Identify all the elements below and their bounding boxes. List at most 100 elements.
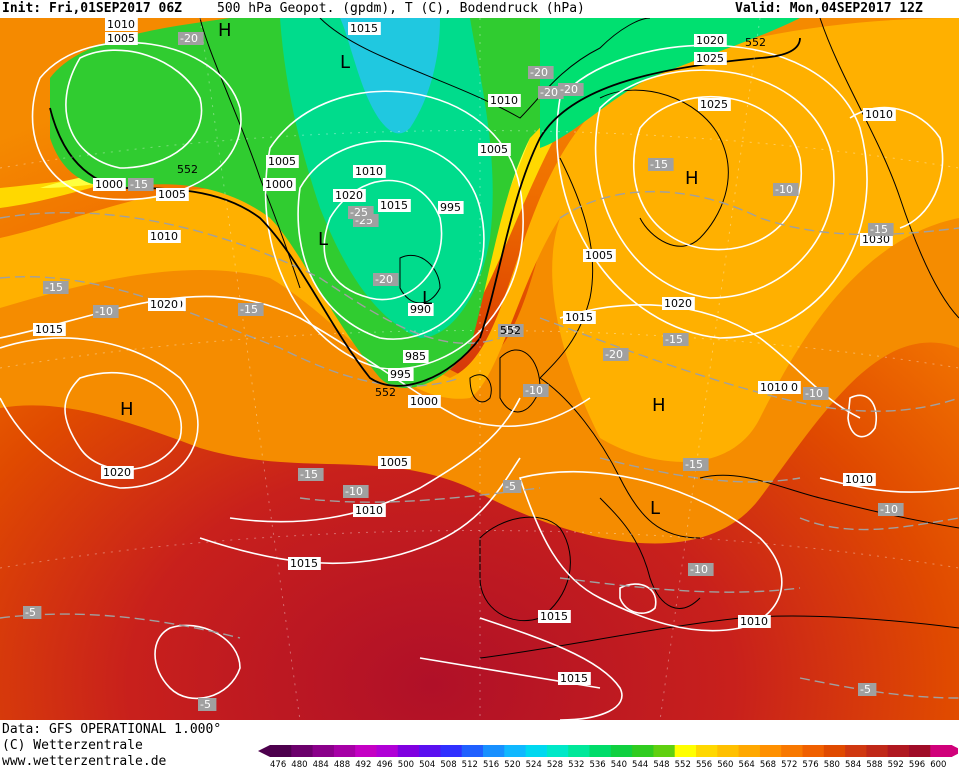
svg-text:552: 552	[375, 386, 396, 399]
pressure-label: 1010	[353, 165, 386, 178]
pressure-label: 990	[408, 303, 434, 316]
svg-text:1020: 1020	[696, 34, 724, 47]
map-header: Init: Fri,01SEP2017 06Z 500 hPa Geopot. …	[0, 0, 959, 18]
website-link[interactable]: www.wetterzentrale.de	[2, 754, 167, 769]
svg-text:-15: -15	[650, 158, 668, 171]
pressure-label: 1000	[408, 395, 441, 408]
svg-text:1010: 1010	[150, 230, 178, 243]
legend-swatch	[568, 745, 590, 757]
svg-text:-5: -5	[200, 698, 211, 711]
svg-text:H: H	[218, 20, 232, 41]
pressure-label: 1015	[538, 610, 571, 623]
legend-value-label: 484	[312, 760, 329, 770]
svg-text:1015: 1015	[290, 557, 318, 570]
legend-value-label: 564	[738, 760, 755, 770]
pressure-label: 1010	[843, 473, 876, 486]
svg-text:990: 990	[410, 303, 431, 316]
svg-text:552: 552	[500, 324, 521, 337]
svg-text:L: L	[650, 498, 660, 519]
svg-text:1010: 1010	[865, 108, 893, 121]
pressure-label: 1020	[101, 466, 134, 479]
svg-text:1010: 1010	[760, 381, 788, 394]
legend-swatch	[823, 745, 846, 757]
pressure-label: 1015	[288, 557, 321, 570]
color-scale-legend	[258, 745, 958, 757]
svg-text:1015: 1015	[560, 672, 588, 685]
temperature-label: -5	[858, 683, 877, 696]
svg-text:-15: -15	[45, 281, 63, 294]
high-pressure-center: H	[685, 168, 699, 189]
legend-swatch	[717, 745, 740, 757]
temperature-label: -10	[343, 485, 369, 498]
pressure-label: 1015	[563, 311, 596, 324]
legend-swatch	[270, 745, 292, 757]
svg-text:1005: 1005	[380, 456, 408, 469]
temperature-label: -20	[528, 66, 554, 79]
pressure-label: 1015	[378, 199, 411, 212]
svg-text:-10: -10	[805, 387, 823, 400]
geopotential-label: 552	[177, 163, 198, 176]
svg-text:1020: 1020	[335, 189, 363, 202]
legend-swatch	[909, 745, 931, 757]
svg-text:552: 552	[177, 163, 198, 176]
graticule	[0, 18, 959, 720]
pressure-label: 1005	[266, 155, 299, 168]
legend-swatch	[483, 745, 505, 757]
svg-text:-10: -10	[345, 485, 363, 498]
pressure-label: 995	[438, 201, 464, 214]
svg-text:L: L	[318, 229, 328, 250]
init-time-label: Init: Fri,01SEP2017 06Z	[2, 1, 183, 16]
pressure-label: 1015	[348, 22, 381, 35]
legend-value-label: 540	[610, 760, 627, 770]
svg-text:L: L	[422, 288, 432, 309]
svg-text:-15: -15	[300, 468, 318, 481]
legend-value-label: 568	[759, 760, 777, 770]
legend-value-label: 600	[930, 760, 947, 770]
legend-swatch	[461, 745, 484, 757]
temperature-label: -15	[43, 281, 69, 294]
legend-swatch	[376, 745, 399, 757]
temperature-label: -15	[648, 158, 674, 171]
svg-text:1015: 1015	[380, 199, 408, 212]
temperature-label: -25	[348, 206, 374, 219]
svg-text:552: 552	[745, 36, 766, 49]
legend-value-label: 584	[845, 760, 862, 770]
pressure-label: 985	[403, 350, 429, 363]
pressure-label: 1010	[148, 230, 181, 243]
legend-value-label: 556	[695, 760, 713, 770]
pressure-label: 1020	[333, 189, 366, 202]
temperature-label: -15	[663, 333, 689, 346]
pressure-label: 1025	[698, 98, 731, 111]
svg-text:995: 995	[440, 201, 461, 214]
legend-swatch	[696, 745, 718, 757]
temperature-label: -10	[773, 183, 799, 196]
legend-value-label: 488	[333, 760, 351, 770]
svg-text:1005: 1005	[585, 249, 613, 262]
svg-text:1015: 1015	[565, 311, 593, 324]
map-footer: Data: GFS OPERATIONAL 1.000° (C) Wetterz…	[0, 720, 959, 770]
svg-text:1005: 1005	[107, 32, 135, 45]
temperature-label: -5	[23, 606, 42, 619]
pressure-label: 1020	[662, 297, 695, 310]
legend-value-label: 580	[823, 760, 840, 770]
svg-text:1010: 1010	[490, 94, 518, 107]
svg-text:1025: 1025	[696, 52, 724, 65]
legend-arrow-right	[951, 745, 958, 757]
legend-value-label: 516	[482, 760, 500, 770]
pressure-label: 1005	[583, 249, 616, 262]
pressure-label: 1010	[105, 18, 138, 31]
pressure-label: 1005	[105, 32, 138, 45]
legend-swatch	[930, 745, 953, 757]
legend-swatch	[546, 745, 569, 757]
svg-text:1015: 1015	[540, 610, 568, 623]
svg-text:H: H	[652, 395, 666, 416]
legend-swatch	[291, 745, 314, 757]
temperature-label: -20	[603, 348, 629, 361]
legend-swatch	[887, 745, 910, 757]
svg-text:-5: -5	[25, 606, 36, 619]
svg-text:1010: 1010	[355, 504, 383, 517]
svg-text:H: H	[120, 399, 134, 420]
temperature-label: -15	[128, 178, 154, 191]
legend-value-label: 480	[291, 760, 308, 770]
legend-value-label: 544	[632, 760, 649, 770]
